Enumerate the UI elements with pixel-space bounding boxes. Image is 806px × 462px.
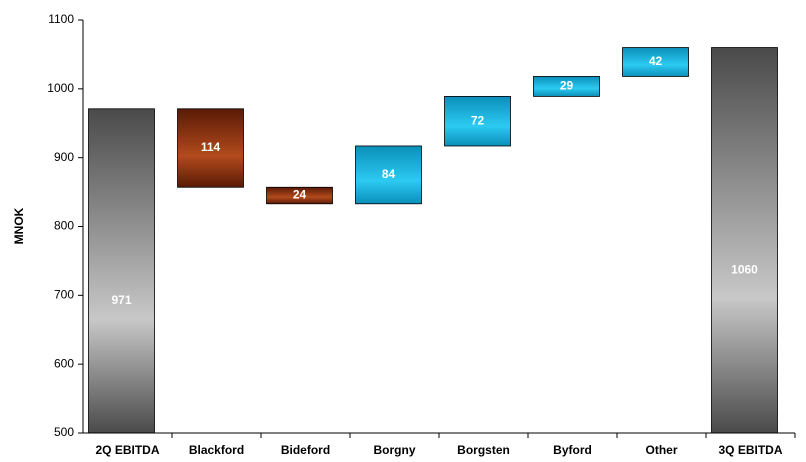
- bar: [444, 96, 511, 147]
- value-label: 971: [111, 293, 131, 307]
- bar: [355, 145, 422, 205]
- x-tick-label: Byford: [553, 443, 592, 457]
- x-tick-label: Blackford: [189, 443, 244, 457]
- value-label: 114: [201, 140, 221, 154]
- y-tick-label: 700: [54, 288, 74, 302]
- bar: [533, 76, 600, 97]
- bar: [711, 47, 778, 434]
- x-tick-label: Borgny: [374, 443, 416, 457]
- y-axis-label: MNOK: [12, 207, 26, 244]
- value-label: 42: [649, 54, 663, 68]
- bar: [88, 108, 155, 434]
- bar: [266, 186, 333, 205]
- y-tick-label: 900: [54, 150, 74, 164]
- y-tick-label: 800: [54, 219, 74, 233]
- x-tick-label: Borgsten: [457, 443, 510, 457]
- value-label: 1060: [731, 262, 758, 276]
- x-tick-label: Other: [645, 443, 677, 457]
- y-tick-label: 500: [54, 425, 74, 439]
- bar: [177, 108, 244, 188]
- y-tick-label: 1100: [48, 12, 74, 26]
- value-label: 29: [560, 79, 574, 93]
- x-tick-label: 2Q EBITDA: [95, 443, 159, 457]
- value-label: 72: [471, 113, 485, 127]
- value-label: 84: [382, 167, 396, 181]
- y-tick-label: 1000: [47, 81, 74, 95]
- y-tick-label: 600: [54, 356, 74, 370]
- bar: [622, 47, 689, 77]
- value-label: 24: [293, 188, 307, 202]
- x-tick-label: 3Q EBITDA: [718, 443, 782, 457]
- x-tick-label: Bideford: [281, 443, 330, 457]
